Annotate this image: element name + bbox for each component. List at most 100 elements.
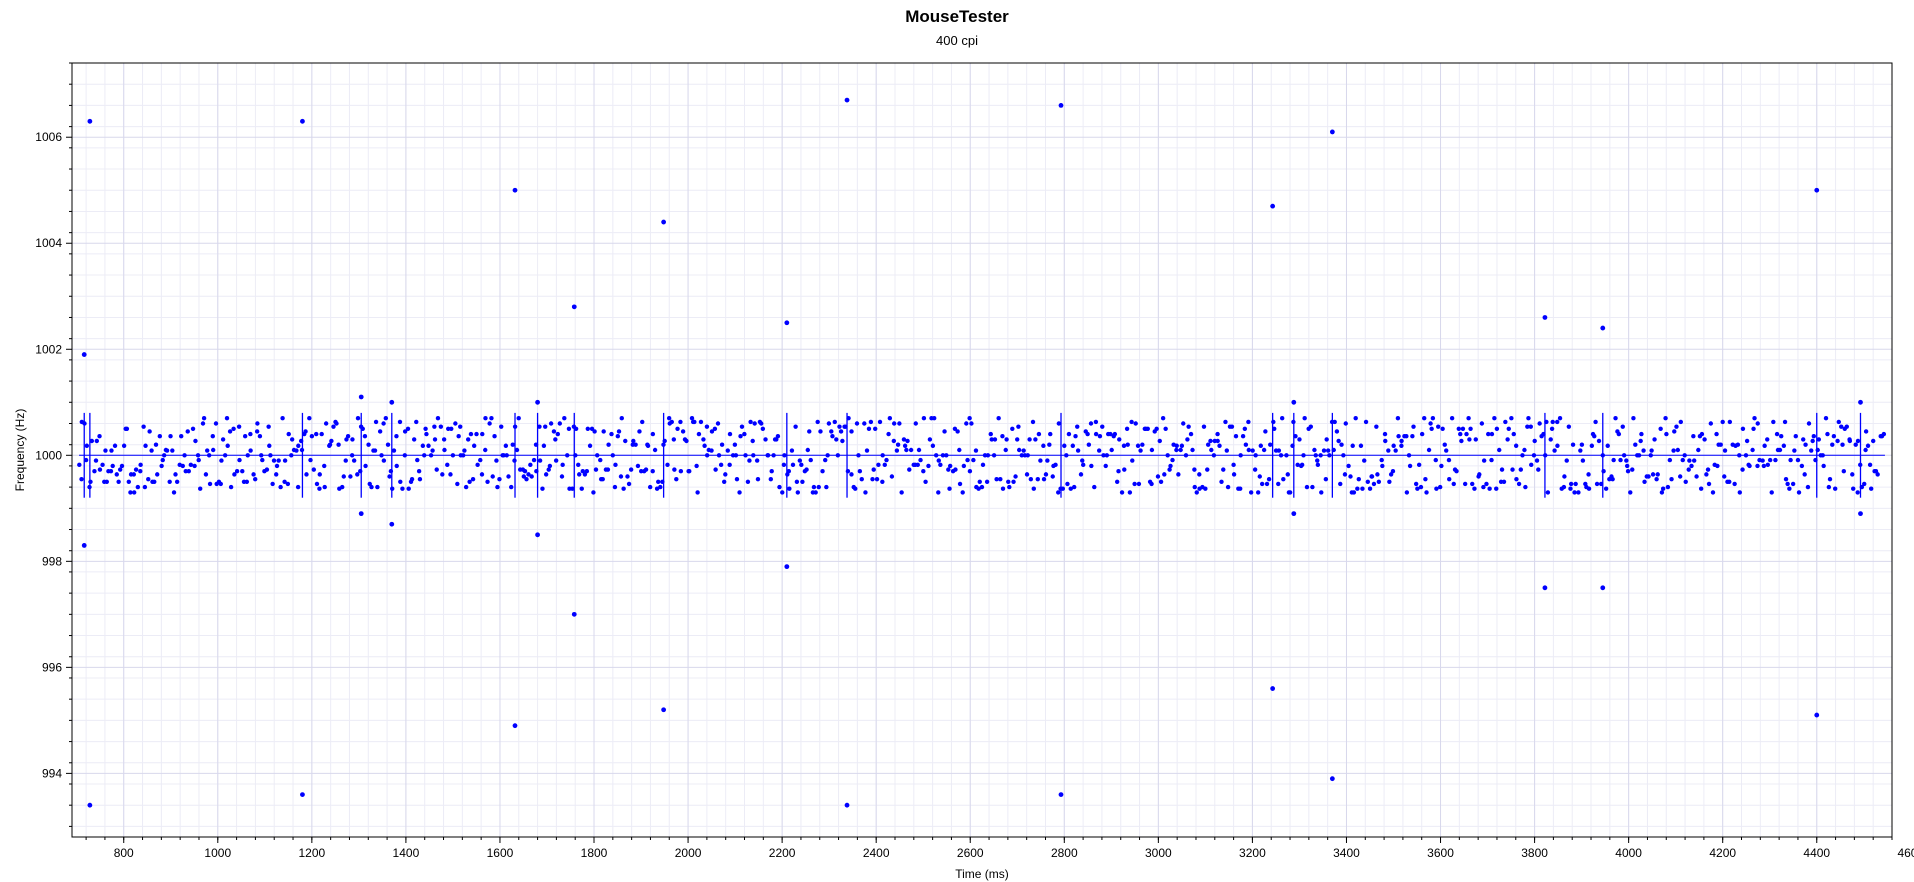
data-point bbox=[264, 467, 270, 472]
data-point bbox=[1075, 424, 1080, 429]
data-point bbox=[126, 479, 132, 485]
data-point bbox=[1853, 442, 1858, 447]
y-tick-label: 996 bbox=[42, 660, 62, 674]
data-point bbox=[725, 448, 730, 453]
data-point bbox=[314, 431, 319, 437]
data-point bbox=[309, 434, 315, 439]
data-point bbox=[672, 467, 677, 472]
data-point bbox=[260, 457, 265, 463]
data-point bbox=[849, 429, 854, 434]
data-point bbox=[832, 419, 837, 425]
data-point bbox=[1371, 481, 1377, 487]
data-point bbox=[1162, 472, 1167, 477]
data-point bbox=[752, 421, 757, 426]
data-point bbox=[465, 437, 471, 442]
data-point bbox=[495, 484, 500, 490]
data-point bbox=[92, 469, 97, 474]
data-point bbox=[274, 472, 279, 477]
data-point bbox=[904, 447, 909, 453]
data-point bbox=[984, 479, 990, 485]
data-point bbox=[1229, 424, 1235, 429]
data-point bbox=[781, 462, 787, 468]
data-point-outlier bbox=[300, 792, 305, 797]
data-point bbox=[834, 437, 839, 442]
data-point bbox=[1781, 443, 1787, 448]
data-point bbox=[1680, 457, 1685, 463]
data-point bbox=[936, 458, 941, 463]
data-point bbox=[475, 462, 480, 468]
data-point bbox=[1782, 419, 1788, 425]
data-point-outlier bbox=[784, 320, 790, 326]
data-point bbox=[1687, 458, 1692, 463]
data-point-outlier bbox=[1858, 511, 1863, 517]
data-point bbox=[1691, 434, 1696, 439]
data-point bbox=[678, 469, 684, 474]
data-point bbox=[1564, 458, 1569, 463]
data-point bbox=[1424, 490, 1429, 495]
data-point bbox=[167, 479, 172, 485]
data-point bbox=[303, 429, 308, 434]
data-point bbox=[1871, 438, 1876, 444]
data-point bbox=[780, 490, 785, 495]
data-point bbox=[116, 479, 121, 485]
data-point bbox=[1705, 467, 1711, 472]
x-tick-label: 4400 bbox=[1803, 846, 1830, 860]
data-point bbox=[1796, 490, 1802, 495]
data-point bbox=[895, 442, 901, 447]
data-point bbox=[905, 438, 910, 444]
data-point bbox=[967, 469, 973, 474]
data-point bbox=[1092, 484, 1097, 490]
data-point bbox=[114, 472, 119, 477]
data-point bbox=[800, 479, 805, 485]
data-point bbox=[1194, 490, 1199, 495]
data-point bbox=[304, 472, 309, 477]
data-point bbox=[1620, 424, 1625, 429]
data-point bbox=[1537, 421, 1542, 426]
data-point bbox=[391, 448, 397, 453]
data-point bbox=[797, 458, 803, 463]
data-point bbox=[322, 463, 327, 469]
data-point bbox=[1755, 463, 1760, 469]
data-point bbox=[1136, 481, 1142, 487]
data-point bbox=[1258, 443, 1264, 448]
data-point bbox=[1160, 415, 1166, 421]
data-point bbox=[965, 457, 970, 463]
data-point bbox=[1391, 443, 1396, 448]
data-point bbox=[307, 415, 312, 421]
data-point bbox=[1290, 443, 1295, 448]
data-point bbox=[633, 442, 638, 447]
x-tick-label: 3400 bbox=[1333, 846, 1360, 860]
data-point bbox=[526, 472, 531, 477]
data-point bbox=[1601, 469, 1606, 474]
data-points bbox=[77, 97, 1887, 808]
data-point bbox=[179, 434, 184, 439]
data-point bbox=[1130, 458, 1135, 463]
x-tick-label: 1000 bbox=[204, 846, 231, 860]
data-point bbox=[606, 442, 611, 447]
data-point bbox=[709, 448, 714, 453]
data-point bbox=[1862, 481, 1867, 487]
data-point bbox=[1841, 469, 1847, 474]
data-point bbox=[110, 463, 115, 469]
data-point bbox=[656, 479, 661, 485]
data-point bbox=[1332, 419, 1337, 425]
data-point bbox=[1616, 431, 1622, 437]
data-point bbox=[1863, 447, 1868, 453]
data-point bbox=[747, 458, 752, 463]
data-point bbox=[540, 486, 545, 491]
data-point bbox=[362, 434, 368, 439]
data-point bbox=[203, 472, 209, 477]
data-point-outlier bbox=[571, 611, 577, 617]
data-point bbox=[1170, 457, 1175, 463]
data-point bbox=[1505, 437, 1510, 442]
data-point bbox=[240, 469, 245, 474]
data-point bbox=[1641, 448, 1646, 453]
data-point bbox=[1363, 419, 1369, 425]
data-point bbox=[236, 424, 242, 429]
data-point bbox=[541, 443, 547, 448]
data-point bbox=[171, 490, 177, 495]
data-point bbox=[267, 443, 272, 448]
data-point bbox=[916, 447, 922, 453]
data-point bbox=[94, 438, 100, 444]
data-point bbox=[580, 469, 585, 474]
